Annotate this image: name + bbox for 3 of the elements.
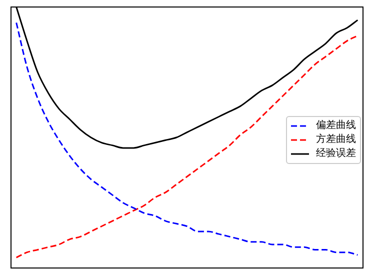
legend-label: 经验误差 — [316, 147, 356, 161]
legend-label: 方差曲线 — [316, 133, 356, 147]
legend-label: 偏差曲线 — [316, 119, 356, 133]
